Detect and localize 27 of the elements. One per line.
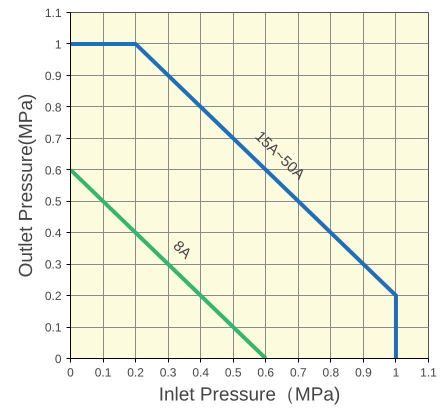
x-tick-label: 0 [67,366,74,380]
y-tick-label: 0.2 [44,289,62,304]
x-tick-label: 0.6 [257,366,274,380]
x-tick-label: 0.7 [290,366,307,380]
annotation: 8A [170,238,195,263]
y-tick-label: 0.3 [44,258,62,272]
y-tick-label: 0.6 [44,163,62,178]
y-tick-label: 0.1 [44,320,62,335]
x-tick-label: 0.5 [224,366,242,380]
x-tick-label: 0.2 [127,366,144,380]
y-tick-label: 1.1 [44,6,62,20]
y-tick-label: 0.8 [44,100,62,114]
y-tick-label: 0.4 [44,226,62,240]
x-axis-title: Inlet Pressure（MPa) [158,384,340,406]
x-tick-label: 1 [392,366,400,380]
x-tick-label: 0.4 [192,366,210,380]
x-tick-label: 0.9 [355,366,372,380]
y-axis-title: Outlet Pressure(MPa) [16,94,37,278]
y-tick-label: 0.5 [44,194,62,209]
x-tick-label: 0.1 [94,366,112,380]
x-tick-label: 1.1 [420,366,438,380]
y-tick-label: 0 [54,352,62,366]
x-tick-label: 0.8 [322,366,340,380]
y-tick-label: 0.7 [44,132,62,146]
x-tick-label: 0.3 [160,366,177,380]
y-tick-label: 1 [54,37,62,52]
y-tick-label: 0.9 [44,68,62,83]
